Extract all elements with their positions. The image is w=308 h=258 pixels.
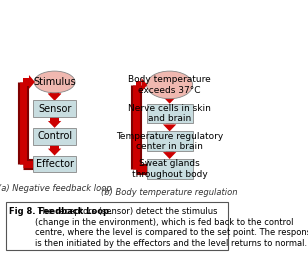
Polygon shape [51,91,59,94]
Polygon shape [51,145,59,149]
Text: Nerve cells in skin
and brain: Nerve cells in skin and brain [128,104,211,123]
Text: Effector: Effector [36,159,74,169]
FancyBboxPatch shape [33,100,76,117]
Polygon shape [48,93,61,100]
Text: Sweat glands
throughout body: Sweat glands throughout body [132,159,208,179]
Polygon shape [23,78,29,86]
Polygon shape [48,94,61,101]
Text: Sensor: Sensor [38,104,71,114]
Polygon shape [141,78,147,92]
Polygon shape [48,149,61,156]
Polygon shape [165,123,174,124]
FancyBboxPatch shape [147,159,192,179]
Polygon shape [136,81,141,89]
Text: Temperature regulatory
center in brain: Temperature regulatory center in brain [116,132,223,151]
Text: (b) Body temperature regulation: (b) Body temperature regulation [101,188,238,197]
Polygon shape [29,75,35,89]
Polygon shape [165,151,174,152]
Text: The receptors (sensor) detect the stimulus
(change in the environment), which is: The receptors (sensor) detect the stimul… [35,207,308,248]
Polygon shape [163,97,176,104]
Polygon shape [165,97,174,99]
Polygon shape [51,117,59,121]
Polygon shape [163,124,176,131]
Text: Fig 8. Feedback Loop.: Fig 8. Feedback Loop. [9,207,112,216]
Text: (a) Negative feedback loop: (a) Negative feedback loop [0,184,111,193]
Polygon shape [48,121,61,128]
FancyBboxPatch shape [33,128,76,145]
FancyBboxPatch shape [33,156,76,172]
Text: Body temperature
exceeds 37°C: Body temperature exceeds 37°C [128,75,211,95]
Text: Stimulus: Stimulus [33,77,76,87]
FancyBboxPatch shape [147,104,192,123]
Ellipse shape [147,71,192,99]
Text: Control: Control [37,131,72,141]
FancyBboxPatch shape [6,203,228,250]
Polygon shape [163,152,176,159]
Ellipse shape [34,71,75,93]
FancyBboxPatch shape [147,131,192,151]
